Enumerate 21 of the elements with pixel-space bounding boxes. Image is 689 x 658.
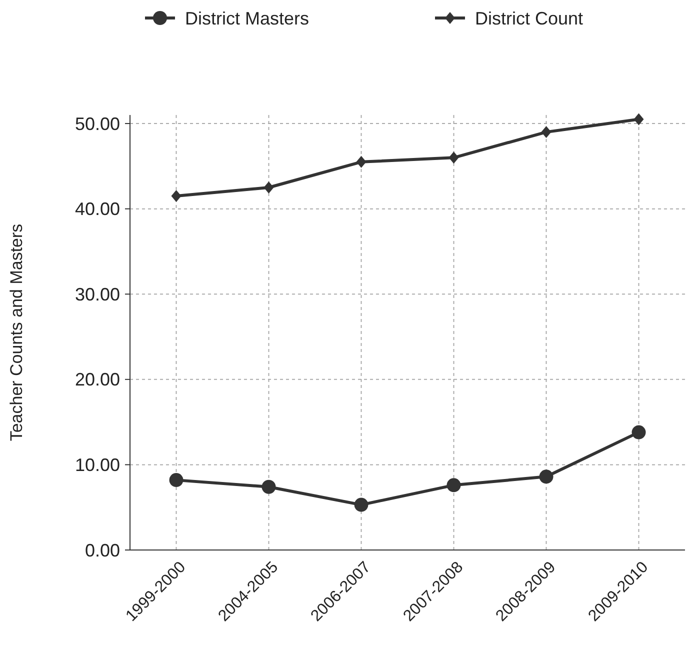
point bbox=[264, 182, 274, 194]
point bbox=[539, 470, 554, 484]
point bbox=[541, 126, 552, 138]
point bbox=[632, 425, 646, 440]
y-tick-label: 10.00 bbox=[74, 455, 120, 476]
point bbox=[354, 498, 368, 512]
y-tick-label: 20.00 bbox=[74, 370, 120, 390]
y-tick-label: 30.00 bbox=[74, 284, 120, 304]
point bbox=[169, 473, 184, 488]
point bbox=[446, 478, 461, 492]
y-axis-title: Teacher Counts and Masters bbox=[7, 224, 26, 442]
y-tick-label: 0.00 bbox=[84, 540, 120, 560]
legend-label: District Count bbox=[475, 8, 584, 28]
point bbox=[262, 480, 276, 494]
point bbox=[448, 152, 459, 164]
y-tick-label: 40.00 bbox=[74, 199, 120, 220]
point bbox=[356, 156, 366, 168]
point bbox=[634, 113, 644, 126]
point bbox=[171, 190, 182, 202]
legend-label: District Masters bbox=[185, 8, 310, 28]
y-tick-label: 50.00 bbox=[74, 114, 120, 134]
